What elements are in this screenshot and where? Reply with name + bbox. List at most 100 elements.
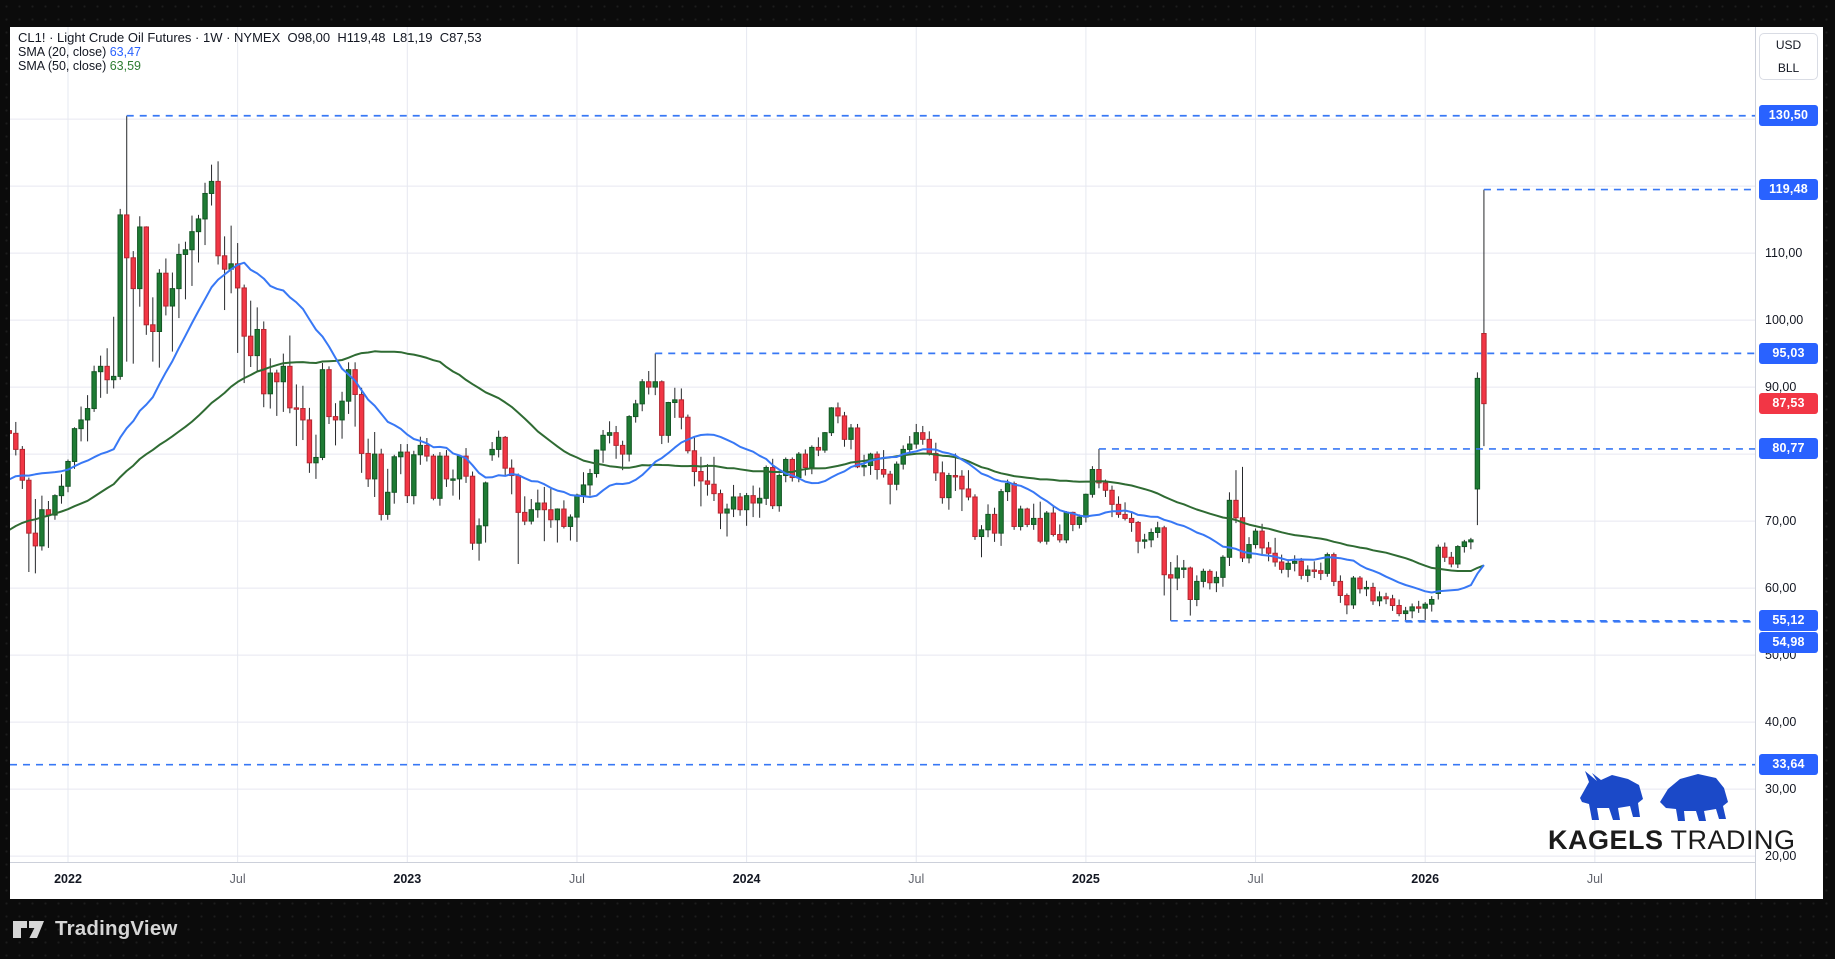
kagels-word: KAGELS	[1548, 825, 1664, 855]
kagels-trading-logo: KAGELS TRADING	[1548, 769, 1795, 856]
candle-up	[345, 369, 352, 402]
candle-up	[495, 436, 502, 450]
candle-down	[306, 419, 313, 464]
candle-down	[1207, 570, 1213, 584]
unit-bll-button[interactable]: BLL	[1777, 61, 1800, 75]
candle-up	[1063, 511, 1070, 541]
candle-down	[463, 455, 469, 477]
candle-down	[13, 432, 19, 450]
candle-up	[1220, 556, 1226, 578]
time-tick: 2023	[393, 872, 422, 886]
candle-down	[287, 365, 293, 409]
candle-down	[678, 399, 685, 418]
candle-up	[202, 192, 208, 220]
candle-up	[907, 443, 913, 450]
candle-up	[417, 444, 424, 456]
candle-down	[926, 438, 932, 454]
candle-down	[1344, 594, 1350, 606]
trading-word: TRADING	[1670, 825, 1796, 855]
candle-up	[1200, 570, 1207, 582]
candle-down	[515, 475, 521, 513]
candle-down	[1102, 482, 1109, 491]
candle-up	[1226, 499, 1233, 558]
candle-up	[482, 482, 489, 527]
candle-down	[1024, 508, 1030, 525]
symbol-row[interactable]: CL1! · Light Crude Oil Futures · 1W · NY…	[18, 31, 482, 45]
candle-up	[665, 402, 671, 436]
candle-up	[1363, 586, 1370, 590]
sma50-row[interactable]: SMA (50, close) 63,59	[18, 59, 482, 73]
price-badge: 130,50	[1759, 105, 1818, 127]
candle-up	[574, 494, 580, 518]
candle-up	[208, 180, 215, 194]
candle-up	[1461, 541, 1468, 548]
candle-down	[234, 263, 241, 289]
candle-up	[1402, 610, 1409, 615]
candle-up	[567, 516, 574, 527]
candle-down	[326, 369, 332, 418]
time-tick: 2024	[732, 872, 761, 886]
tradingview-logo[interactable]: TradingView	[12, 899, 178, 959]
candle-down	[1050, 512, 1056, 535]
candle-up	[189, 231, 195, 251]
candle-down	[1357, 577, 1363, 590]
candle-down	[1389, 598, 1396, 607]
candle-down	[1070, 511, 1076, 525]
time-axis[interactable]: 2022 Jul 2023 Jul 2024 Jul 2025 Jul 2026 Jul	[10, 862, 1823, 899]
candle-down	[717, 493, 724, 514]
candle-up	[1468, 539, 1474, 543]
candle-up	[97, 365, 104, 373]
candle-down	[365, 452, 371, 480]
sma50-line	[10, 350, 1485, 572]
candle-down	[1396, 605, 1402, 615]
candle-down	[1265, 547, 1272, 554]
candle-up	[254, 328, 260, 357]
sma20-row[interactable]: SMA (20, close) 63,47	[18, 45, 482, 59]
candle-down	[215, 180, 221, 257]
candle-down	[502, 436, 508, 469]
candle-up	[110, 375, 117, 381]
candle-down	[1311, 569, 1317, 572]
candle-down	[1259, 530, 1265, 549]
candle-up	[998, 491, 1004, 534]
candle-down	[19, 448, 26, 481]
candle-down	[261, 328, 267, 395]
candle-down	[737, 496, 743, 511]
candle-up	[1044, 512, 1050, 542]
candle-down	[1115, 503, 1122, 515]
sma20-label: SMA (20, close)	[18, 45, 110, 59]
candle-down	[646, 381, 652, 388]
price-badge: 95,03	[1759, 342, 1818, 364]
candle-down	[1481, 333, 1487, 405]
tradingview-mark-icon	[13, 921, 44, 938]
candle-up	[39, 509, 45, 547]
price-chart[interactable]	[10, 27, 1755, 862]
bear-icon	[1660, 774, 1728, 821]
candle-up	[652, 381, 658, 388]
candle-up	[1429, 598, 1435, 605]
candle-up	[946, 475, 952, 499]
candle-up	[796, 453, 802, 479]
unit-selector[interactable]: USD BLL	[1759, 33, 1818, 80]
candle-up	[783, 458, 789, 477]
candle-down	[1383, 596, 1389, 600]
candle-down	[130, 257, 136, 290]
candle-down	[874, 453, 880, 471]
time-tick: Jul	[568, 872, 585, 886]
candle-down	[163, 272, 169, 307]
candle-up	[1174, 567, 1180, 579]
candle-up	[554, 508, 561, 521]
time-tick: Jul	[908, 872, 925, 886]
candle-up	[176, 253, 182, 290]
candle-up	[848, 427, 854, 440]
unit-usd-button[interactable]: USD	[1775, 38, 1802, 52]
sma50-value: 63,59	[109, 59, 141, 73]
candle-down	[104, 365, 110, 381]
candle-down	[443, 455, 450, 480]
candle-up	[1435, 546, 1441, 594]
price-badge: 54,98	[1759, 632, 1818, 654]
price-axis[interactable]: USD BLL 110,00 100,00 90,00 70,00 60,00 50,00…	[1755, 27, 1823, 899]
candle-up	[1141, 539, 1148, 542]
candle-down	[698, 471, 704, 482]
candle-down	[1161, 527, 1167, 576]
